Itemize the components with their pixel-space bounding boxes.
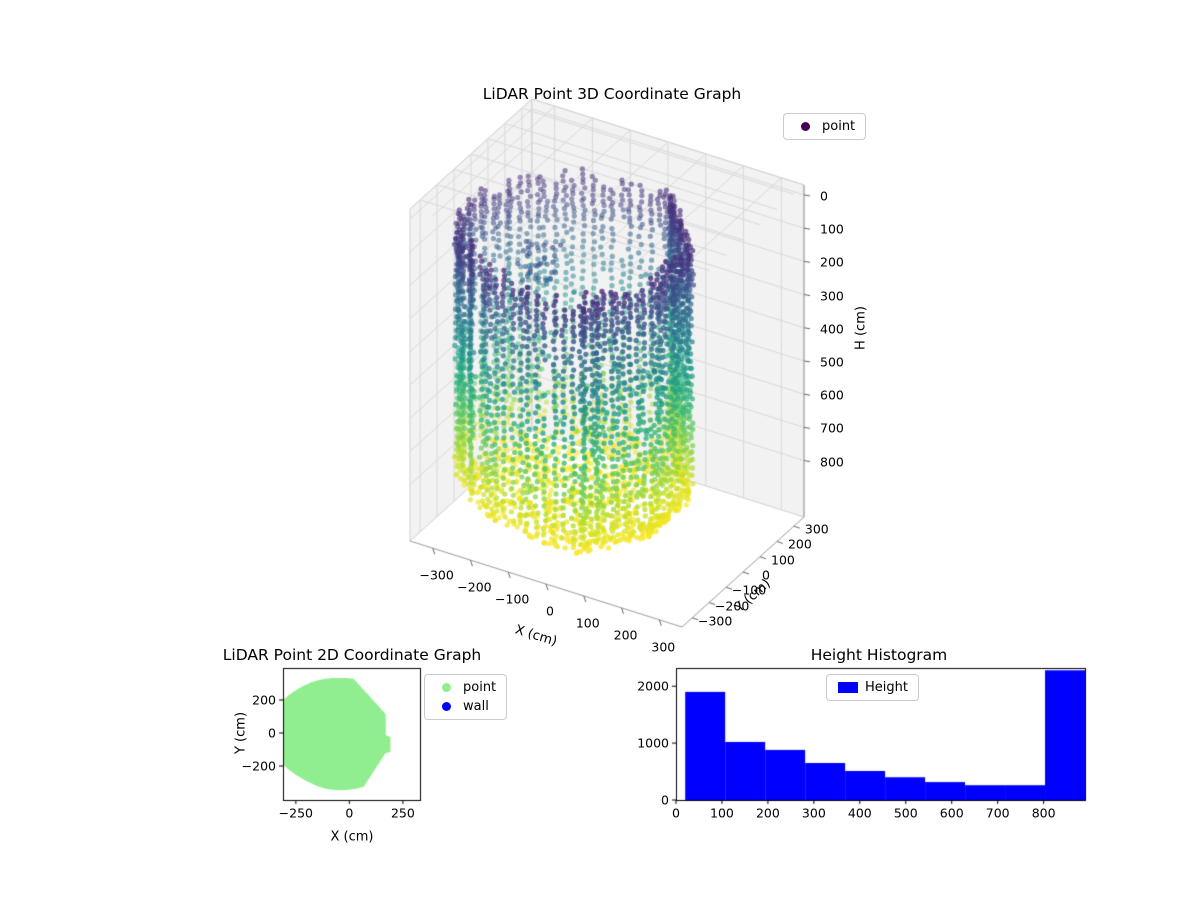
- title-2d: LiDAR Point 2D Coordinate Graph: [222, 646, 482, 664]
- x-tick-label-hist: 600: [939, 805, 964, 821]
- wall-legend-label: wall: [463, 699, 489, 714]
- y-tick-label-3d: 300: [804, 521, 829, 537]
- x-tick-label-hist: 700: [985, 805, 1010, 821]
- legend-histogram: Height: [826, 674, 919, 701]
- wall-legend-marker-icon: [441, 702, 451, 711]
- x-tick-label-3d: −100: [495, 591, 530, 607]
- x-tick-label-hist: 800: [1031, 805, 1056, 821]
- h-tick-label-3d: 300: [820, 288, 844, 304]
- y-tick-label-hist: 0: [661, 792, 669, 808]
- point-2d-legend-marker-icon: [441, 683, 451, 692]
- h-tick-label-3d: 500: [820, 354, 844, 370]
- x-tick-label-hist: 100: [710, 805, 734, 821]
- y-tick-label-hist: 1000: [637, 735, 669, 751]
- x-tick-label-hist: 0: [672, 805, 680, 821]
- h-axis-label-3d: H (cm): [853, 306, 869, 350]
- legend-handle: [435, 702, 457, 711]
- y-tick-label-3d: −100: [731, 582, 767, 598]
- point-legend-marker-icon: [800, 122, 810, 131]
- height-legend-label: Height: [865, 680, 908, 695]
- h-tick-label-3d: 100: [820, 221, 844, 237]
- y-tick-label-2d: −200: [241, 758, 276, 774]
- h-tick-label-3d: 0: [820, 188, 828, 204]
- x-tick-label-3d: 300: [651, 639, 676, 655]
- x-tick-label-3d: 100: [575, 615, 600, 631]
- point-legend-label: point: [822, 119, 856, 134]
- y-tick-label-3d: 200: [787, 536, 812, 552]
- h-tick-label-3d: 800: [820, 454, 844, 470]
- y-tick-label-hist: 2000: [637, 678, 669, 694]
- y-tick-label-3d: 100: [771, 552, 795, 568]
- y-tick-label-3d: −300: [697, 613, 733, 629]
- x-tick-label-hist: 400: [847, 805, 872, 821]
- legend-2d: point wall: [424, 674, 508, 720]
- legend-3d: point: [783, 113, 867, 140]
- h-tick-label-3d: 700: [820, 420, 844, 436]
- h-tick-label-3d: 600: [820, 387, 844, 403]
- y-tick-label-3d: −200: [714, 598, 750, 614]
- x-tick-label-3d: 0: [546, 603, 554, 619]
- x-tick-label-3d: 200: [613, 627, 638, 643]
- legend-hist-row-height: Height: [837, 680, 908, 695]
- x-tick-label-2d: 250: [390, 805, 415, 821]
- x-tick-label-3d: −200: [457, 579, 492, 595]
- legend-2d-row-wall: wall: [435, 699, 496, 714]
- y-tick-label-2d: 200: [252, 692, 276, 708]
- x-tick-label-3d: −300: [419, 567, 454, 583]
- x-tick-label-2d: 0: [345, 805, 354, 821]
- x-tick-label-hist: 300: [801, 805, 826, 821]
- y-tick-label-2d: 0: [268, 725, 276, 741]
- x-axis-label-2d: X (cm): [330, 829, 374, 845]
- y-axis-label-2d: Y (cm): [233, 711, 249, 755]
- height-legend-swatch-icon: [838, 682, 858, 693]
- y-tick-label-3d: 0: [762, 567, 770, 583]
- h-tick-label-3d: 400: [820, 321, 844, 337]
- legend-2d-row-point: point: [435, 680, 496, 695]
- legend-handle: [435, 683, 457, 692]
- x-tick-label-hist: 500: [893, 805, 918, 821]
- h-tick-label-3d: 200: [820, 254, 844, 270]
- legend-3d-row-point: point: [794, 119, 855, 134]
- point-2d-legend-label: point: [463, 680, 497, 695]
- x-tick-label-hist: 200: [755, 805, 780, 821]
- title-histogram: Height Histogram: [810, 646, 948, 664]
- title-3d: LiDAR Point 3D Coordinate Graph: [482, 85, 742, 103]
- legend-handle: [837, 682, 859, 693]
- legend-handle: [794, 122, 816, 131]
- x-tick-label-2d: −250: [278, 805, 314, 821]
